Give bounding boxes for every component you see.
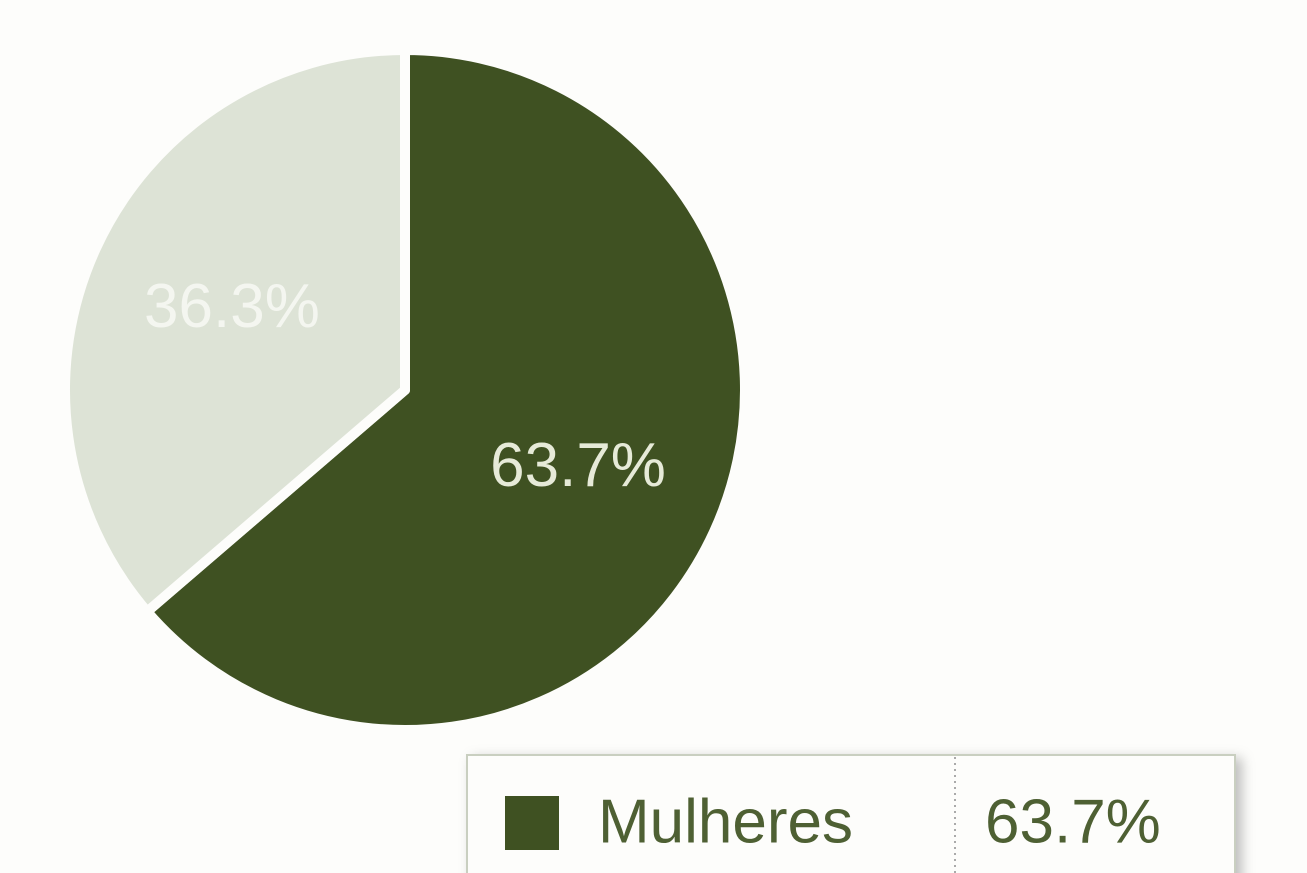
- tooltip-swatch: [505, 796, 559, 850]
- slice-label: 36.3%: [144, 272, 320, 341]
- slice-label: 63.7%: [490, 431, 666, 500]
- pie-slice: [60, 45, 410, 617]
- tooltip-value: 63.7%: [985, 787, 1161, 856]
- pie: 63.7% 36.3%: [60, 45, 750, 735]
- tooltip: Mulheres 63.7%: [466, 754, 1236, 873]
- tooltip-category: Mulheres: [598, 787, 853, 856]
- tooltip-box: [466, 754, 1236, 873]
- pie-slice: [142, 45, 750, 735]
